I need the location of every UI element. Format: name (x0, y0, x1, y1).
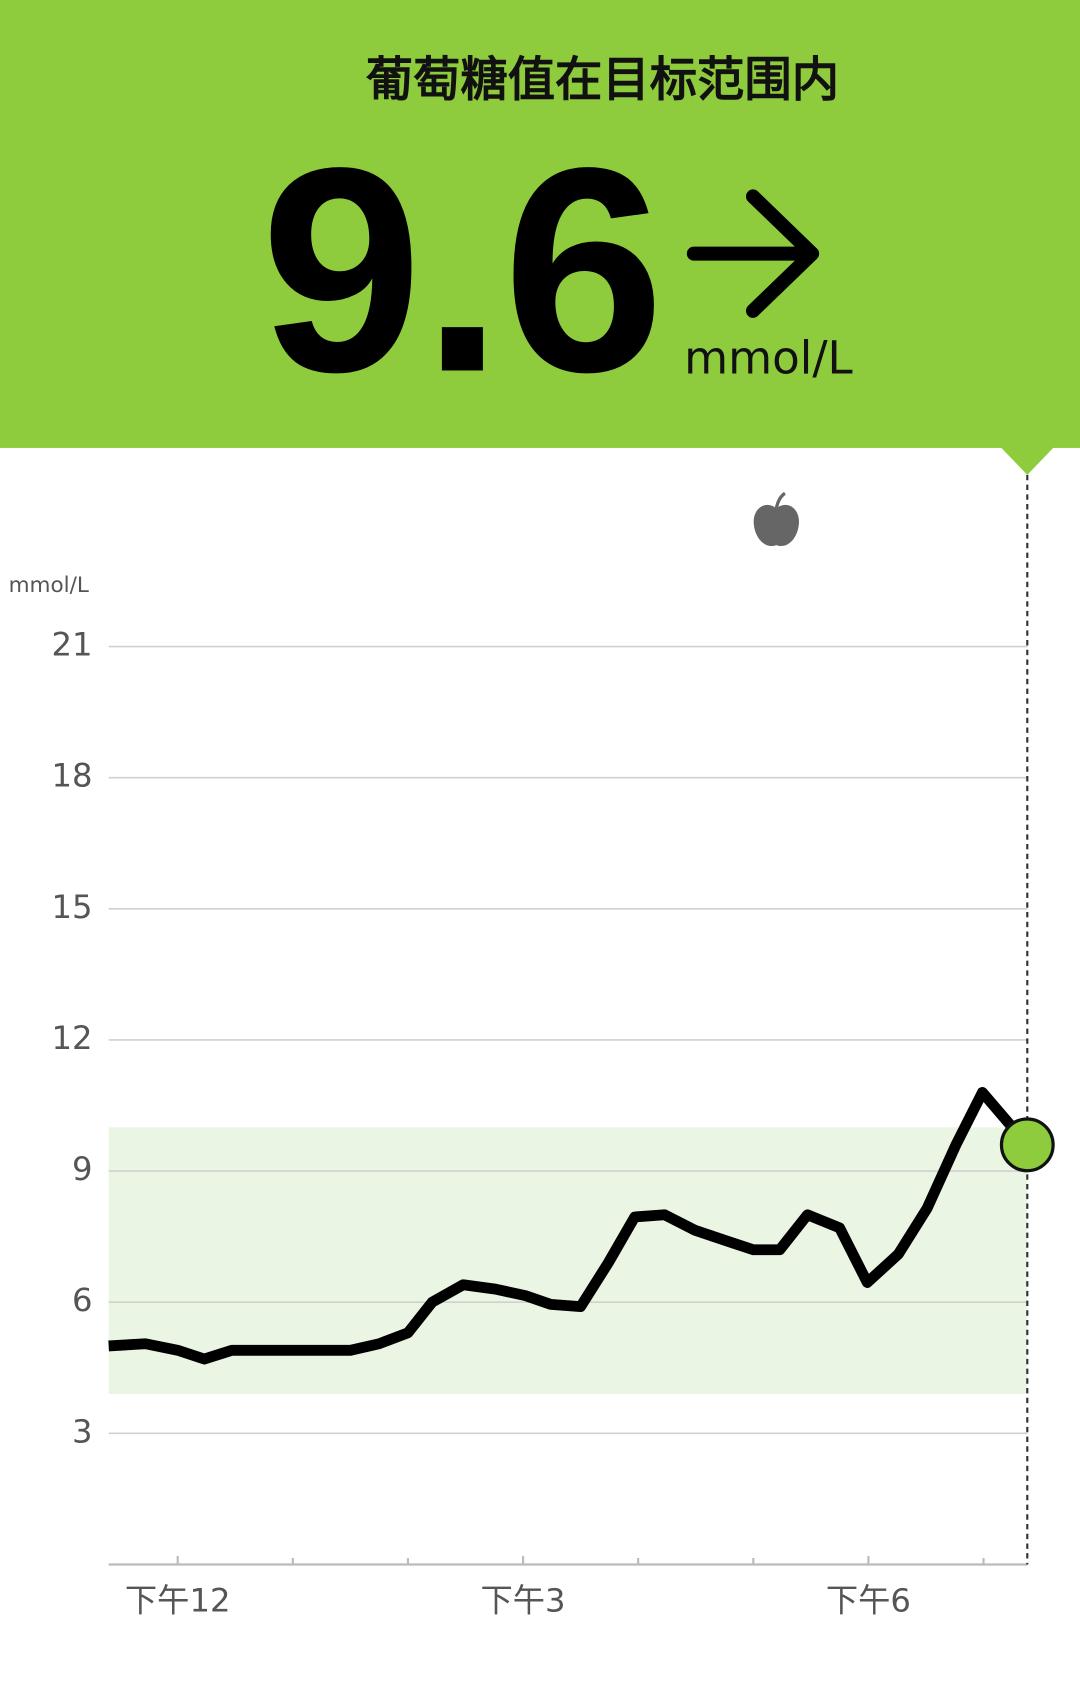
y-tick-label: 6 (72, 1281, 93, 1319)
y-axis-label: mmol/L (9, 573, 89, 598)
current-point (999, 1117, 1055, 1173)
status-text: 葡萄糖值在目标范围内 (366, 53, 839, 108)
current-value: 9.6 (261, 107, 665, 433)
x-tick-label: 下午6 (826, 1581, 911, 1619)
header-pointer (1000, 446, 1055, 475)
x-tick-label: 下午12 (125, 1581, 231, 1619)
apple-body (753, 504, 799, 547)
y-tick-label: 12 (51, 1019, 92, 1057)
glucose-line (108, 1086, 1032, 1365)
apple-stem (774, 491, 786, 509)
y-tick-label: 18 (51, 757, 92, 795)
y-tick-label: 15 (51, 888, 92, 926)
y-tick-label: 9 (72, 1150, 93, 1188)
y-tick-label: 21 (51, 625, 92, 663)
header-background (0, 0, 1080, 448)
trend-arrow (686, 189, 820, 318)
meal-marker (753, 491, 799, 547)
y-tick-label: 3 (72, 1412, 93, 1450)
x-tick-label: 下午3 (481, 1581, 566, 1619)
unit-label: mmol/L (684, 332, 853, 385)
